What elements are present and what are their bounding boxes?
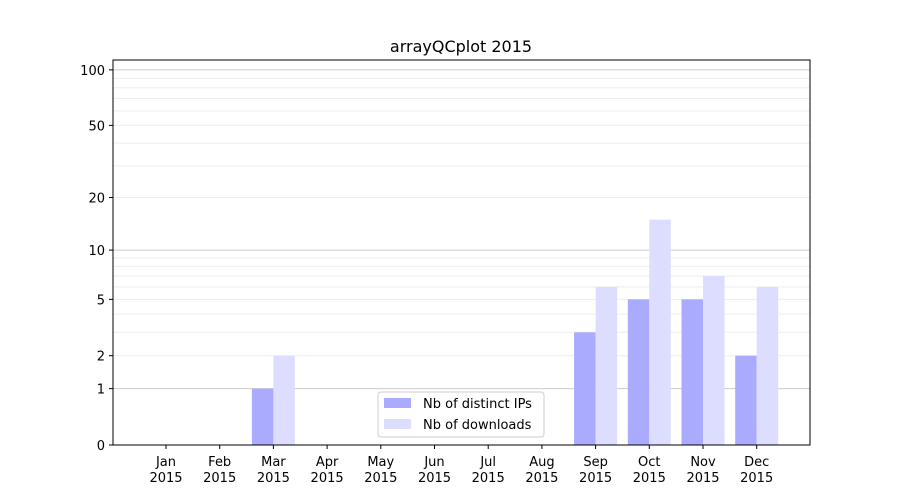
x-tick-label: 2015 — [525, 471, 558, 486]
y-tick-label: 100 — [80, 64, 105, 79]
bar-distinct-ips — [251, 388, 274, 445]
y-tick-label: 10 — [88, 244, 105, 259]
chart-title: arrayQCplot 2015 — [390, 37, 532, 56]
y-axis: 0 1 2 5 10 20 50 100 — [80, 64, 113, 454]
legend-box — [377, 391, 545, 438]
x-tick-label: 2015 — [364, 471, 397, 486]
x-tick-label: Dec — [744, 455, 769, 470]
legend-swatch — [384, 398, 411, 408]
legend-label: Nb of distinct IPs — [423, 397, 532, 412]
x-tick-label: Feb — [208, 455, 231, 470]
legend-label: Nb of downloads — [423, 418, 532, 433]
x-tick-label: 2015 — [311, 471, 344, 486]
bar-distinct-ips — [627, 299, 650, 445]
y-tick-label: 20 — [88, 192, 105, 207]
x-axis: Jan2015Feb2015Mar2015Apr2015May2015Jun20… — [149, 445, 773, 486]
x-tick-label: Jul — [479, 455, 496, 470]
x-tick-label: 2015 — [740, 471, 773, 486]
x-tick-label: Jan — [155, 455, 176, 470]
bar-downloads — [273, 355, 295, 445]
x-tick-label: 2015 — [418, 471, 451, 486]
plot-frame — [112, 59, 811, 446]
bar-downloads — [595, 286, 618, 445]
legend: Nb of distinct IPs Nb of downloads — [377, 391, 545, 438]
x-tick-label: May — [367, 455, 394, 470]
x-tick-label: Nov — [690, 455, 716, 470]
x-tick-label: 2015 — [257, 471, 290, 486]
x-tick-label: 2015 — [686, 471, 719, 486]
bar-distinct-ips — [735, 355, 757, 445]
x-tick-label: 2015 — [579, 471, 612, 486]
x-tick-label: 2015 — [633, 471, 666, 486]
bar-downloads — [756, 286, 779, 445]
x-tick-label: 2015 — [149, 471, 182, 486]
gridlines — [113, 69, 810, 390]
x-tick-label: Apr — [316, 455, 339, 470]
bar-downloads — [649, 219, 671, 445]
y-tick-label: 50 — [88, 119, 105, 134]
bar-distinct-ips — [574, 332, 596, 445]
x-tick-label: Mar — [261, 455, 286, 470]
y-tick-label: 0 — [97, 439, 105, 454]
bars — [251, 219, 779, 445]
y-tick-label: 2 — [97, 350, 105, 365]
bar-distinct-ips — [681, 299, 703, 445]
legend-swatch — [384, 419, 411, 429]
bar-downloads — [703, 275, 725, 445]
x-tick-label: Jun — [423, 455, 444, 470]
x-tick-label: 2015 — [203, 471, 236, 486]
x-tick-label: Sep — [583, 455, 608, 470]
x-tick-label: Oct — [638, 455, 660, 470]
y-tick-label: 5 — [97, 293, 105, 308]
x-tick-label: 2015 — [472, 471, 505, 486]
x-tick-label: Aug — [529, 455, 554, 470]
y-tick-label: 1 — [97, 383, 105, 398]
